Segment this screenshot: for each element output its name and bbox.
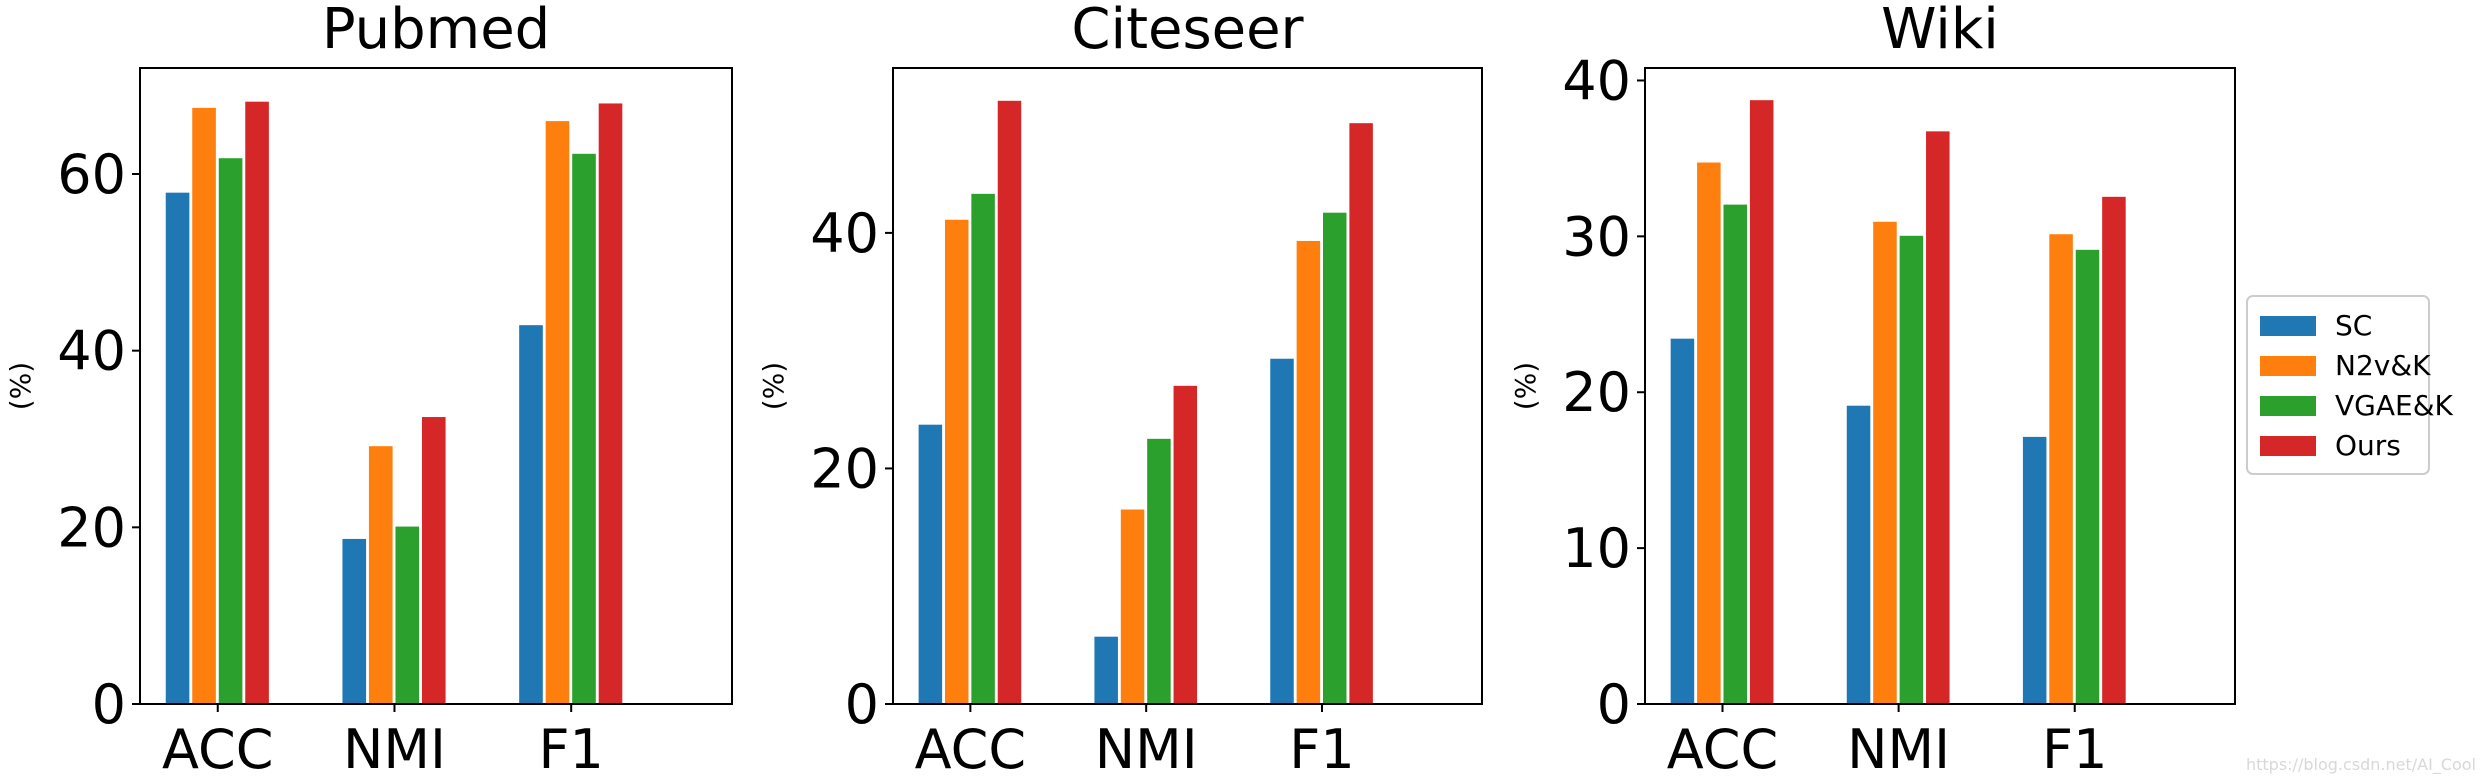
plot-frame [1644, 67, 2236, 705]
bar-acc-ours [1747, 98, 1776, 706]
legend-label-n2v-k: N2v&K [2335, 349, 2431, 382]
bar-acc-vgae-k [969, 191, 997, 705]
legend: SC N2v&K VGAE&K Ours [2246, 295, 2454, 475]
chart-wiki: Wiki (%) ACC NMI F1 0 10 20 30 40 [1509, 0, 2236, 776]
y-tick-label: 20 [810, 437, 879, 500]
legend-swatch-n2v-k [2260, 356, 2316, 376]
legend-label-vgae-k: VGAE&K [2335, 389, 2454, 422]
bar-f1-vgae-k [1321, 210, 1349, 705]
plot-frame [139, 67, 733, 705]
bar-f1-ours [1347, 121, 1375, 705]
y-tick-label: 0 [1597, 673, 1631, 736]
legend-swatch-sc [2260, 316, 2316, 336]
bar-acc-sc [916, 422, 945, 705]
x-tick-label-f1: F1 [538, 718, 603, 776]
bar-acc-n2v-k [190, 105, 218, 706]
bar-f1-ours [2100, 194, 2128, 706]
y-tick-label: 60 [57, 143, 126, 206]
bar-acc-n2v-k [1695, 160, 1723, 705]
chart-title: Wiki [1881, 0, 1999, 62]
y-tick-label: 40 [810, 202, 879, 265]
chart-title: Pubmed [322, 0, 550, 62]
legend-label-ours: Ours [2335, 429, 2401, 462]
bar-nmi-vgae-k [1145, 436, 1173, 705]
bar-acc-sc [1668, 336, 1697, 705]
bar-f1-n2v-k [1294, 238, 1323, 705]
bar-f1-sc [1268, 356, 1296, 705]
bar-f1-vgae-k [570, 151, 598, 706]
legend-swatch-vgae-k [2260, 396, 2316, 416]
bar-nmi-ours [419, 415, 448, 705]
bar-acc-vgae-k [216, 156, 245, 705]
bar-nmi-n2v-k [1871, 219, 1899, 705]
legend-box [2246, 295, 2430, 475]
y-axis-label: (%) [757, 362, 790, 410]
y-tick-label: 0 [845, 673, 879, 736]
x-tick-label-acc: ACC [1667, 718, 1778, 776]
x-tick-label-nmi: NMI [1847, 718, 1950, 776]
y-axis-label: (%) [4, 362, 37, 410]
bar-acc-ours [995, 98, 1024, 706]
bar-nmi-ours [1171, 383, 1200, 705]
x-tick-label-acc: ACC [915, 718, 1026, 776]
y-tick-label: 10 [1562, 517, 1631, 580]
y-axis-label: (%) [1509, 362, 1542, 410]
x-tick-label-f1: F1 [2042, 718, 2107, 776]
y-tick-label: 40 [1562, 49, 1631, 112]
chart-pubmed: Pubmed (%) ACC NMI F1 0 20 40 60 [4, 0, 733, 776]
y-tick-label: 40 [57, 320, 126, 383]
bar-f1-ours [596, 101, 625, 705]
chart-title: Citeseer [1071, 0, 1304, 62]
bar-acc-vgae-k [1721, 202, 1750, 705]
bar-acc-sc [163, 190, 192, 705]
bar-nmi-vgae-k [1897, 233, 1926, 705]
bar-f1-vgae-k [2073, 247, 2102, 706]
bar-f1-sc [2020, 434, 2049, 705]
chart-panels: Pubmed (%) ACC NMI F1 0 20 40 60 Citeseer (%) ACC NM… [4, 0, 2236, 776]
bar-nmi-sc [1092, 634, 1120, 706]
bar-acc-n2v-k [942, 217, 971, 705]
bar-nmi-n2v-k [366, 444, 395, 705]
bar-nmi-sc [340, 536, 369, 706]
watermark: https://blog.csdn.net/AI_Cool [2246, 755, 2476, 775]
x-tick-label-f1: F1 [1289, 718, 1354, 776]
bar-nmi-vgae-k [393, 524, 422, 705]
bar-nmi-n2v-k [1118, 507, 1147, 705]
bar-f1-sc [517, 323, 545, 705]
x-tick-label-nmi: NMI [343, 718, 446, 776]
plot-frame [892, 67, 1483, 705]
bar-acc-ours [243, 99, 271, 705]
legend-label-sc: SC [2335, 309, 2372, 342]
chart-citeseer: Citeseer (%) ACC NMI F1 0 20 40 [757, 0, 1483, 776]
bar-f1-n2v-k [2047, 232, 2075, 705]
bar-nmi-sc [1844, 403, 1873, 705]
y-tick-label: 20 [1562, 361, 1631, 424]
bar-f1-n2v-k [543, 119, 572, 706]
x-tick-label-nmi: NMI [1095, 718, 1198, 776]
x-tick-label-acc: ACC [162, 718, 273, 776]
y-tick-label: 20 [57, 496, 126, 559]
legend-swatch-ours [2260, 436, 2316, 456]
bar-nmi-ours [1924, 129, 1952, 705]
y-tick-label: 30 [1562, 205, 1631, 268]
y-tick-label: 0 [92, 673, 126, 736]
